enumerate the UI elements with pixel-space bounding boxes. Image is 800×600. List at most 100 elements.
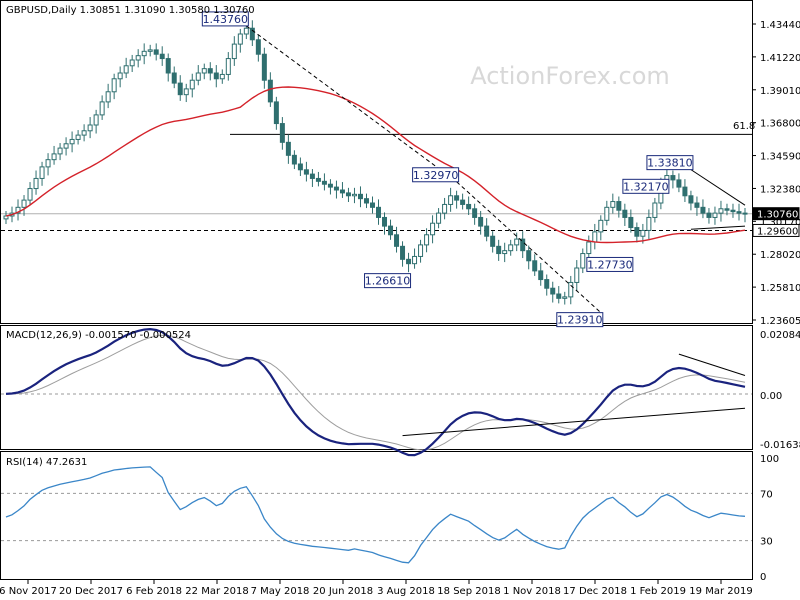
candle-body: [27, 188, 33, 201]
price-label-text: 1.32170: [623, 180, 669, 193]
candle-body: [171, 72, 177, 84]
price-tick-label: 1.25810: [760, 283, 800, 294]
x-tick-label: 6 Nov 2017: [0, 586, 57, 597]
x-tick-label: 6 Feb 2018: [126, 586, 182, 597]
candle-body: [550, 287, 556, 295]
candle: [261, 47, 267, 89]
candle: [604, 200, 610, 226]
candle-body: [93, 114, 99, 126]
candle-body: [87, 124, 93, 132]
candle-body: [3, 215, 9, 220]
candle: [189, 73, 195, 98]
candle-body: [339, 189, 345, 194]
candle: [171, 66, 177, 89]
x-tick-label: 7 May 2018: [251, 586, 310, 597]
candle: [303, 161, 309, 182]
candle-body: [303, 169, 309, 175]
candle-body: [153, 49, 159, 55]
candle: [526, 245, 532, 270]
candle: [273, 96, 279, 130]
candle-body: [147, 49, 153, 52]
candle-body: [592, 231, 598, 243]
candle: [183, 83, 189, 103]
candle-body: [598, 219, 604, 233]
candle-body: [279, 123, 285, 143]
candle: [628, 209, 634, 233]
candle: [598, 215, 604, 241]
candle: [394, 226, 400, 253]
candle-body: [213, 72, 219, 80]
candle-body: [261, 53, 267, 81]
downtrend-line-1: [246, 25, 457, 183]
candle-body: [622, 209, 628, 218]
candle-body: [418, 244, 424, 257]
candle-body: [249, 27, 255, 41]
candle-body: [345, 192, 351, 197]
candle: [363, 193, 369, 209]
candle-body: [165, 58, 171, 74]
candle-body: [321, 180, 327, 185]
rsi-series: [1, 466, 752, 564]
candle-body: [135, 55, 141, 61]
candle: [291, 150, 297, 170]
candle: [706, 208, 712, 224]
candle-body: [105, 91, 111, 103]
candle: [237, 28, 243, 53]
candle-body: [81, 130, 87, 136]
macd-panel: [0, 325, 753, 450]
candle: [694, 196, 700, 216]
x-tick-label: 3 Aug 2018: [377, 586, 435, 597]
candle-body: [616, 201, 622, 211]
price-label-box: [412, 167, 460, 183]
candle: [700, 199, 706, 219]
axis-price-marker-text: 1.29600: [757, 226, 798, 237]
candle-body: [526, 250, 532, 262]
candle: [297, 157, 303, 176]
candle-body: [388, 225, 394, 236]
price-tick-label: 1.28020: [760, 250, 800, 261]
candle-body: [309, 173, 315, 179]
candle-body: [351, 193, 357, 197]
candle: [285, 134, 291, 164]
candle: [15, 199, 21, 221]
candle: [45, 153, 51, 176]
price-tick-label: 1.23605: [760, 316, 800, 327]
price-label-text: 1.33810: [647, 157, 693, 170]
candle-body: [231, 43, 237, 60]
candle-body: [604, 206, 610, 221]
candle: [388, 219, 394, 240]
candle: [712, 206, 718, 225]
candle: [249, 20, 255, 46]
axis-price-marker-box: [752, 223, 800, 237]
candle: [376, 199, 382, 225]
candle-body: [466, 203, 472, 210]
candle: [718, 200, 724, 222]
candle-body: [448, 195, 454, 205]
candle: [33, 170, 39, 195]
candle-body: [376, 206, 382, 218]
candle: [412, 248, 418, 269]
price-tick-label: 1.34590: [760, 152, 800, 163]
candle: [496, 239, 502, 261]
candle: [87, 117, 93, 139]
x-tick-label: 19 Mar 2019: [689, 586, 752, 597]
triangle-upper-line: [690, 169, 746, 206]
candle-body: [243, 27, 249, 35]
candle: [646, 209, 652, 239]
candle: [484, 218, 490, 242]
rsi-header: RSI(14) 47.2631: [6, 457, 87, 468]
rsi-panel: [0, 451, 753, 580]
candle: [177, 75, 183, 101]
candle-body: [634, 227, 640, 237]
candle: [351, 187, 357, 204]
candle-body: [424, 234, 430, 246]
price-tick-label: 1.43440: [760, 20, 800, 31]
candle: [508, 239, 514, 256]
candle: [586, 235, 592, 260]
candle: [345, 187, 351, 202]
axis-price-marker-box: [752, 207, 800, 221]
price-label-text: 1.32970: [413, 169, 459, 182]
candle-body: [736, 211, 742, 214]
fib-label: 61.8: [733, 121, 755, 132]
price-label: 1.33810: [646, 155, 694, 171]
